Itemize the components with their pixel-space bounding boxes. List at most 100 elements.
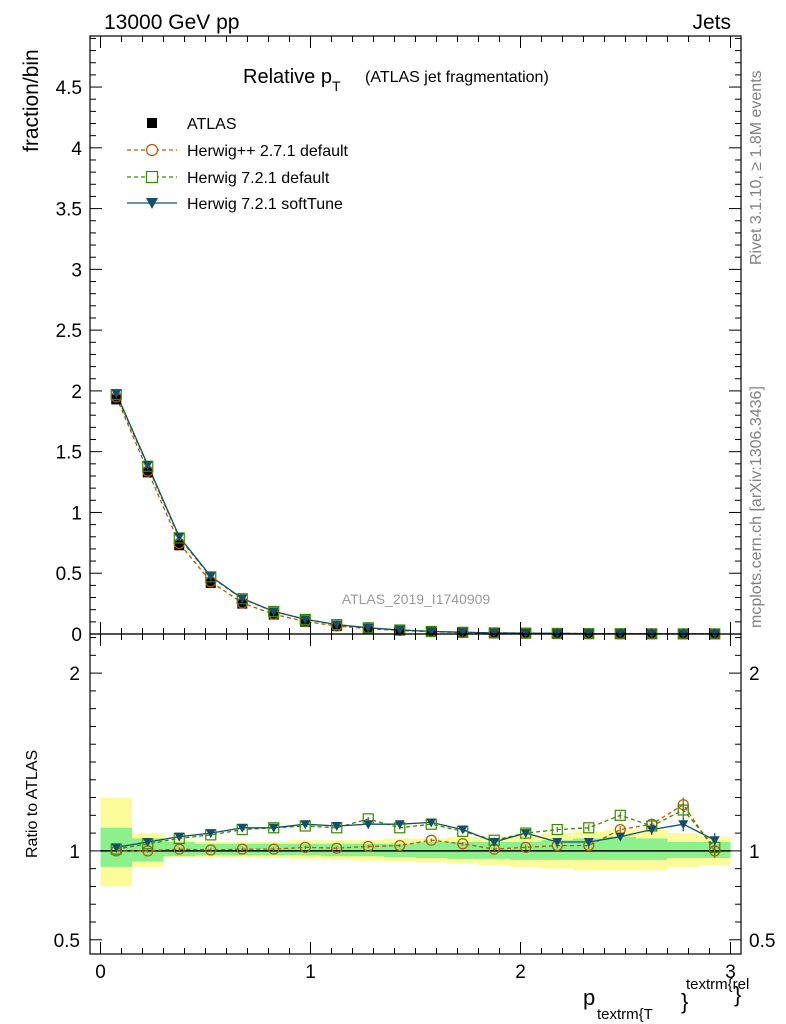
point-herwig721 xyxy=(236,593,248,605)
x-tick-label: 1 xyxy=(305,962,316,983)
ratio-ticks: 0.5 0.5 1 1 2 2 0 1 2 3 xyxy=(54,634,775,983)
legend-atlas: ATLAS xyxy=(147,116,237,133)
ratio-point-herwigpp xyxy=(331,842,343,854)
ratio-point-softtune xyxy=(363,820,374,830)
x-tick-label: 0 xyxy=(95,962,106,983)
header-jets: Jets xyxy=(692,11,731,34)
legend-softtune: Herwig 7.2.1 softTune xyxy=(127,196,343,213)
band-inner xyxy=(636,838,668,860)
ratio-point-herwigpp xyxy=(236,843,248,855)
band-inner xyxy=(604,836,636,860)
ratio-point-softtune xyxy=(615,832,626,842)
legend-herwig721: Herwig 7.2.1 default xyxy=(127,170,330,187)
point-herwig721 xyxy=(205,571,217,583)
band-inner xyxy=(415,842,447,858)
ratio-y-tick-label: 0.5 xyxy=(54,931,80,952)
ratio-y-tick-label: 1 xyxy=(69,842,80,863)
y-tick-label: 4.5 xyxy=(56,78,82,99)
analysis-watermark: ATLAS_2019_I1740909 xyxy=(342,591,491,607)
point-atlas xyxy=(205,577,216,588)
ratio-point-softtune xyxy=(142,838,153,847)
xlabel-brace2: } xyxy=(734,982,741,1007)
ratio-point-softtune xyxy=(678,820,689,830)
legend: ATLAS Herwig++ 2.7.1 default Herwig 7.2.… xyxy=(127,116,349,213)
point-softtune xyxy=(268,607,279,617)
ratio-point-softtune xyxy=(646,825,657,835)
ratio-point-herwig721 xyxy=(614,809,626,821)
point-softtune xyxy=(363,623,374,633)
ratio-point-softtune xyxy=(237,823,248,833)
ratio-point-softtune xyxy=(457,825,468,835)
header-energy: 13000 GeV pp xyxy=(104,11,239,34)
point-softtune xyxy=(174,532,185,542)
y-tick-label: 4 xyxy=(71,139,82,160)
band-inner xyxy=(289,843,321,856)
point-atlas xyxy=(142,467,153,478)
ratio-frame xyxy=(89,633,742,955)
ylabel-ratio: Ratio to ATLAS xyxy=(24,750,41,858)
ratio-point-herwigpp xyxy=(520,841,532,853)
ratio-point-herwig721 xyxy=(551,823,563,836)
ratio-point-softtune xyxy=(268,823,279,833)
ratio-point-herwig721 xyxy=(583,822,595,834)
ylabel-main: fraction/bin xyxy=(20,49,43,152)
ratio-point-softtune xyxy=(394,820,405,830)
y-tick-label: 0.5 xyxy=(56,564,82,585)
ratio-y-tick-label-right: 0.5 xyxy=(749,931,775,952)
point-herwig721 xyxy=(299,613,311,626)
ratio-point-herwigpp xyxy=(268,843,280,855)
plot-title-sub: T xyxy=(332,78,341,94)
y-tick-label: 3 xyxy=(71,260,82,281)
ratio-point-softtune xyxy=(300,820,311,830)
ratio-point-herwig721 xyxy=(677,804,689,816)
main-panel: 0 0.5 1 1.5 2 2.5 3 3.5 4 4.5 Relative pT (ATLAS … xyxy=(56,35,742,646)
legend-herwig721-marker xyxy=(145,170,159,184)
ratio-panel: 0.5 0.5 1 1 2 2 0 1 2 3 xyxy=(54,633,775,983)
ratio-point-softtune xyxy=(205,829,216,839)
point-atlas xyxy=(174,540,185,551)
legend-softtune-marker xyxy=(146,198,158,209)
band-inner xyxy=(667,842,699,858)
ratio-point-softtune xyxy=(583,838,594,847)
ratio-point-herwigpp xyxy=(425,834,437,846)
legend-herwigpp-marker xyxy=(145,143,159,157)
point-softtune xyxy=(205,572,216,582)
ratio-point-softtune xyxy=(552,838,563,847)
band-inner xyxy=(352,843,384,857)
ratio-point-softtune xyxy=(520,829,531,839)
point-softtune xyxy=(300,615,311,625)
xlabel-p: p xyxy=(583,985,595,1010)
ratio-data xyxy=(100,797,731,858)
y-tick-label: 1 xyxy=(71,503,82,524)
xlabel-sup: textrm{rel xyxy=(686,976,749,993)
point-softtune xyxy=(142,461,153,471)
y-tick-label: 1.5 xyxy=(56,443,82,464)
ratio-point-softtune xyxy=(709,836,720,846)
ratio-point-herwigpp xyxy=(173,843,185,855)
point-softtune xyxy=(457,628,468,638)
point-softtune xyxy=(237,594,248,604)
ratio-point-softtune xyxy=(331,822,342,831)
point-softtune xyxy=(331,620,342,630)
legend-atlas-label: ATLAS xyxy=(187,116,237,133)
point-softtune xyxy=(111,389,122,399)
ratio-point-herwigpp xyxy=(362,840,374,853)
ratio-point-softtune xyxy=(426,818,437,828)
y-tick-label: 2.5 xyxy=(56,321,82,342)
ratio-y-tick-label: 2 xyxy=(69,664,80,685)
ratio-point-softtune xyxy=(111,843,122,853)
xlabel: ptextrm{T}textrm{rel} xyxy=(583,976,749,1023)
point-herwig721 xyxy=(268,605,280,618)
ratio-point-herwigpp xyxy=(205,844,217,856)
ratio-point-herwigpp xyxy=(299,841,311,853)
ratio-point-herwigpp xyxy=(457,838,469,850)
xlabel-brace: } xyxy=(681,989,688,1014)
x-tick-label: 2 xyxy=(515,962,526,983)
plot-title-main: Relative p xyxy=(243,66,332,88)
ratio-y-tick-label-right: 1 xyxy=(749,842,760,863)
point-softtune xyxy=(426,627,437,637)
mcplots-credit: mcplots.cern.ch [arXiv:1306.3436] xyxy=(748,386,765,628)
legend-herwigpp-label: Herwig++ 2.7.1 default xyxy=(187,143,349,160)
y-tick-label: 2 xyxy=(71,382,82,403)
